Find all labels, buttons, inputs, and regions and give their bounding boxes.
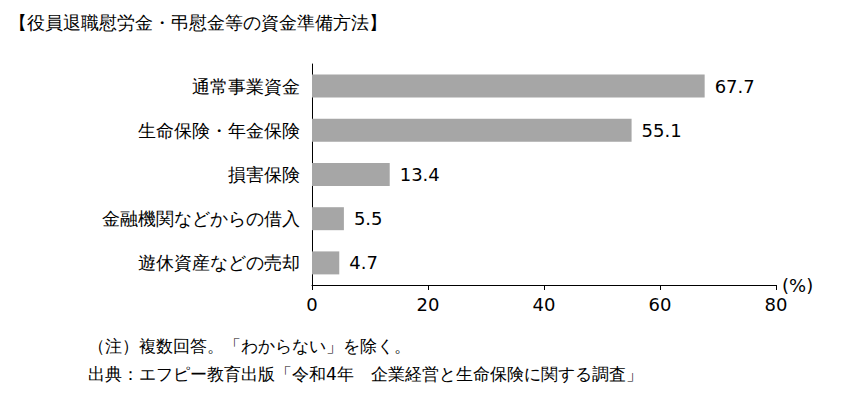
svg-text:遊休資産などの売却: 遊休資産などの売却 xyxy=(138,252,300,273)
svg-text:通常事業資金: 通常事業資金 xyxy=(192,76,300,97)
svg-text:55.1: 55.1 xyxy=(642,120,682,141)
svg-text:60: 60 xyxy=(649,294,672,315)
svg-text:損害保険: 損害保険 xyxy=(228,164,300,185)
svg-text:(%): (%) xyxy=(782,275,813,296)
svg-text:4.7: 4.7 xyxy=(349,252,378,273)
svg-text:67.7: 67.7 xyxy=(715,76,755,97)
svg-text:80: 80 xyxy=(765,294,788,315)
svg-text:【役員退職慰労金・弔慰金等の資金準備方法】: 【役員退職慰労金・弔慰金等の資金準備方法】 xyxy=(9,12,387,33)
svg-text:20: 20 xyxy=(417,294,440,315)
svg-text:40: 40 xyxy=(533,294,556,315)
svg-text:13.4: 13.4 xyxy=(400,164,440,185)
svg-text:5.5: 5.5 xyxy=(354,208,383,229)
svg-text:0: 0 xyxy=(306,294,317,315)
svg-text:出典：エフピー教育出版「令和4年 企業経営と生命保険に関する: 出典：エフピー教育出版「令和4年 企業経営と生命保険に関する調査」 xyxy=(88,364,643,384)
svg-text:金融機関などからの借入: 金融機関などからの借入 xyxy=(102,208,300,229)
svg-text:（注）複数回答。「わからない」を除く。: （注）複数回答。「わからない」を除く。 xyxy=(88,336,411,356)
svg-text:生命保険・年金保険: 生命保険・年金保険 xyxy=(138,120,300,141)
